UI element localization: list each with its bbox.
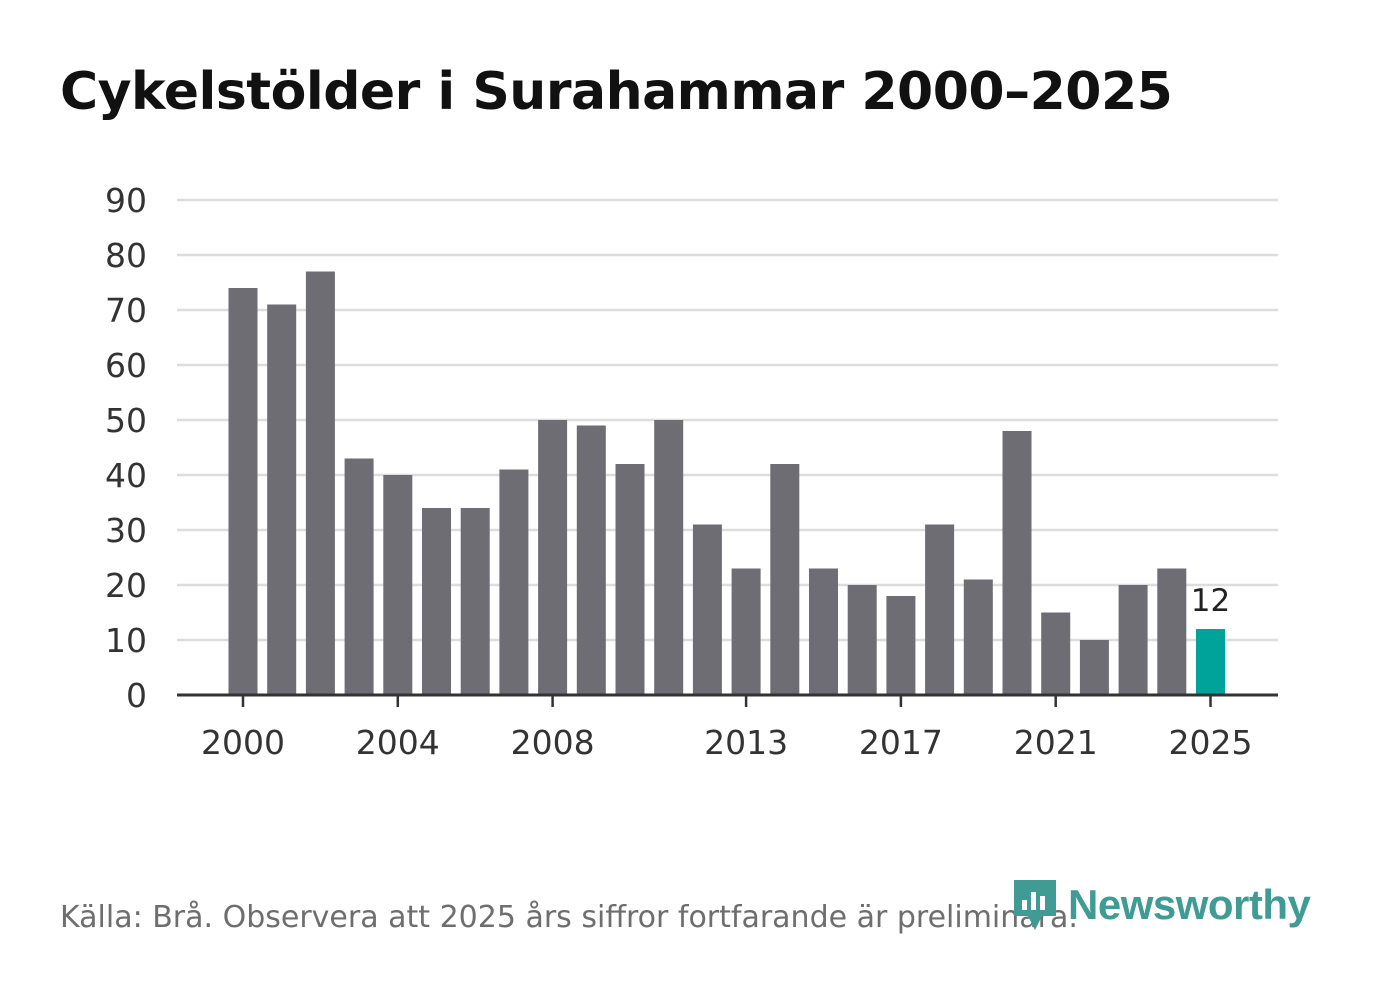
bar-2015: [809, 568, 838, 695]
bar-2025: [1196, 629, 1225, 695]
y-axis-tick-labels: 0 10 20 30 40 50 60 70 80 90: [105, 181, 147, 715]
bar-2013: [731, 568, 761, 695]
y-tick-label: 10: [105, 621, 147, 660]
chart-title: Cykelstölder i Surahammar 2000–2025: [60, 62, 1173, 122]
bar-2020: [1002, 431, 1032, 695]
y-tick-label: 40: [105, 456, 147, 495]
bar-2022: [1079, 640, 1109, 695]
data-label-2025: 12: [1191, 583, 1230, 619]
bar-2009: [576, 425, 606, 695]
brand-name: Newsworthy: [1068, 881, 1311, 928]
bar-2012: [692, 524, 722, 695]
bar-2023: [1118, 585, 1148, 695]
x-tick-label: 2000: [201, 723, 285, 762]
bar-2006: [460, 508, 490, 695]
bar-2016: [847, 585, 877, 695]
newsworthy-logo-icon: [1014, 880, 1056, 930]
y-tick-label: 80: [105, 236, 147, 275]
y-tick-label: 0: [126, 676, 147, 715]
bar-2024: [1157, 568, 1187, 695]
bar-2003: [344, 458, 374, 695]
bar-2002: [305, 271, 335, 695]
y-tick-label: 70: [105, 291, 147, 330]
x-tick-label: 2008: [511, 723, 595, 762]
x-tick-label: 2025: [1169, 723, 1253, 762]
bar-2005: [422, 508, 451, 695]
bar-2001: [267, 304, 297, 695]
bar-2000: [228, 288, 258, 695]
bar-2017: [886, 596, 916, 695]
bars: [228, 271, 1225, 695]
y-tick-label: 30: [105, 511, 147, 550]
y-tick-label: 60: [105, 346, 147, 385]
x-tick-label: 2021: [1014, 723, 1098, 762]
bar-2004: [383, 475, 413, 695]
bar-2010: [615, 464, 645, 695]
data-labels: 12: [1191, 583, 1230, 619]
x-tick-label: 2004: [356, 723, 440, 762]
bar-2011: [654, 420, 684, 695]
x-axis-tick-labels: 2000 2004 2008 2013 2017 2021 2025: [201, 695, 1252, 762]
bar-2021: [1041, 612, 1071, 695]
bar-2018: [925, 524, 955, 695]
y-tick-label: 50: [105, 401, 147, 440]
bar-2019: [963, 579, 993, 695]
bar-2014: [770, 464, 800, 695]
grid-lines: [177, 198, 1278, 642]
source-note: Källa: Brå. Observera att 2025 års siffr…: [60, 900, 1078, 935]
x-tick-label: 2013: [704, 723, 788, 762]
x-tick-label: 2017: [859, 723, 943, 762]
bar-chart: 0 10 20 30 40 50 60 70 80 90 2000 2004 2008 2013 2017…: [105, 181, 1278, 762]
bar-2008: [538, 420, 568, 695]
bar-2007: [499, 469, 529, 695]
y-tick-label: 90: [105, 181, 147, 220]
brand-logo: Newsworthy: [1010, 876, 1311, 934]
y-tick-label: 20: [105, 566, 147, 605]
